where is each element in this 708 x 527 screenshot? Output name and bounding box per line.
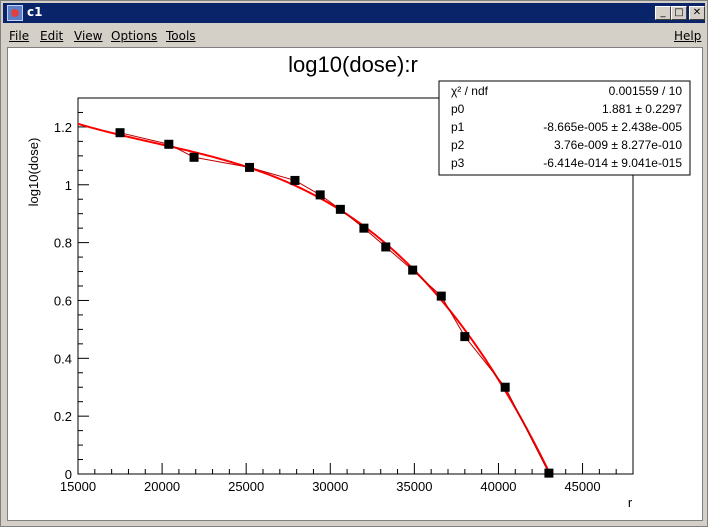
x-tick-label: 15000 — [60, 479, 96, 494]
data-point — [500, 382, 510, 392]
x-tick-label: 30000 — [312, 479, 348, 494]
chart-title: log10(dose):r — [288, 52, 418, 77]
y-tick-label: 1 — [65, 178, 72, 193]
y-tick-label: 0.8 — [54, 236, 72, 251]
y-tick-label: 1.2 — [54, 120, 72, 135]
stats-value-chi2: 0.001559 / 10 — [609, 84, 683, 98]
axes: 15000 20000 25000 30000 35000 40000 45000 0 0.2 0… — [54, 97, 634, 494]
data-point — [115, 128, 125, 138]
stats-value-p3: -6.414e-014 ± 9.041e-015 — [543, 156, 682, 170]
data-point — [544, 468, 554, 478]
stats-value-p1: -8.665e-005 ± 2.438e-005 — [543, 120, 682, 134]
x-tick-label: 20000 — [144, 479, 180, 494]
stats-box: χ² / ndf 0.001559 / 10 p0 1.881 ± 0.2297… — [438, 80, 691, 176]
window-title: c1 — [27, 5, 43, 19]
stats-value-p0: 1.881 ± 0.2297 — [602, 102, 682, 116]
app-icon — [7, 5, 23, 21]
x-tick-label: 40000 — [480, 479, 516, 494]
stats-label-p1: p1 — [451, 120, 465, 134]
x-tick-label: 35000 — [396, 479, 432, 494]
data-point — [408, 265, 418, 275]
stats-row: p2 3.76e-009 ± 8.277e-010 — [451, 138, 682, 152]
x-tick-label: 25000 — [228, 479, 264, 494]
data-point — [381, 242, 391, 252]
stats-label-p2: p2 — [451, 138, 465, 152]
maximize-button[interactable]: □ — [671, 6, 687, 20]
data-point — [315, 190, 325, 200]
menu-edit[interactable]: Edit — [40, 29, 64, 43]
y-tick-label: 0 — [65, 467, 72, 482]
menu-view[interactable]: View — [74, 29, 103, 43]
data-point — [436, 291, 446, 301]
menu-options[interactable]: Options — [111, 29, 158, 43]
data-point — [359, 223, 369, 233]
fit-curve-group — [77, 122, 550, 473]
stats-row: χ² / ndf 0.001559 / 10 — [451, 84, 682, 98]
stats-label-p3: p3 — [451, 156, 465, 170]
menu-bar: File Edit View Options Tools Help — [3, 25, 705, 47]
chart-svg: log10(dose):r 15000 20000 25000 30000 35000 4… — [26, 52, 691, 510]
x-tick-label: 45000 — [564, 479, 600, 494]
data-connector-line — [119, 132, 550, 474]
fit-curve — [77, 122, 550, 473]
title-bar[interactable]: c1 _ □ ✕ — [3, 3, 705, 23]
menu-file[interactable]: File — [9, 29, 30, 43]
plot-canvas[interactable]: log10(dose):r 15000 20000 25000 30000 35000 4… — [7, 47, 703, 521]
minimize-button[interactable]: _ — [655, 6, 671, 20]
menu-tools[interactable]: Tools — [166, 29, 196, 43]
data-points-group — [115, 128, 554, 478]
data-point — [290, 175, 300, 185]
y-tick-label: 0.6 — [54, 293, 72, 308]
menu-help[interactable]: Help — [674, 29, 702, 43]
y-tick-label: 0.2 — [54, 409, 72, 424]
stats-label-chi2: χ² / ndf — [451, 84, 489, 98]
data-point — [189, 152, 199, 162]
x-axis-label: r — [628, 495, 633, 510]
data-point — [460, 332, 470, 342]
stats-value-p2: 3.76e-009 ± 8.277e-010 — [554, 138, 682, 152]
stats-label-p0: p0 — [451, 102, 465, 116]
data-point — [245, 162, 255, 172]
y-tick-label: 0.4 — [54, 351, 72, 366]
stats-row: p3 -6.414e-014 ± 9.041e-015 — [451, 156, 682, 170]
data-point — [335, 204, 345, 214]
y-axis-label: log10(dose) — [26, 138, 41, 207]
data-point — [164, 139, 174, 149]
stats-row: p1 -8.665e-005 ± 2.438e-005 — [451, 120, 682, 134]
close-button[interactable]: ✕ — [689, 6, 705, 20]
stats-row: p0 1.881 ± 0.2297 — [451, 102, 682, 116]
